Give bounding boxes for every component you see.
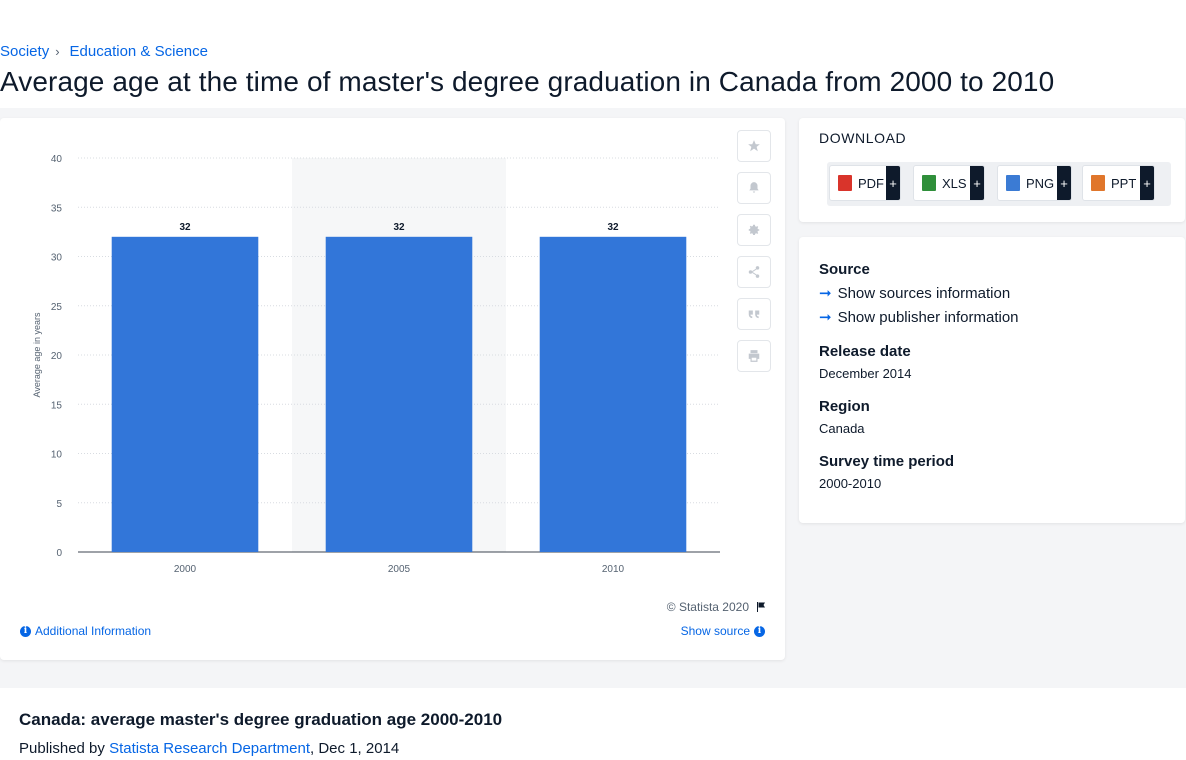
published-by-line: Published by Statista Research Departmen… <box>19 740 399 757</box>
data-label: 32 <box>607 222 619 233</box>
download-ppt-button[interactable]: PPT + <box>1082 165 1155 201</box>
data-label: 32 <box>179 222 191 233</box>
copyright-notice: © Statista 2020 <box>667 600 767 614</box>
bar <box>111 236 259 553</box>
share-button[interactable] <box>737 256 771 288</box>
download-buttons: PDF + XLS + PNG + PPT + <box>827 162 1171 206</box>
quote-icon <box>748 310 760 319</box>
show-publisher-label: Show publisher information <box>837 308 1019 326</box>
release-date-value: December 2014 <box>819 366 912 381</box>
bar <box>325 236 473 553</box>
y-tick-label: 20 <box>51 351 63 362</box>
gear-icon <box>748 224 760 235</box>
show-publisher-link[interactable]: ➞ Show publisher information <box>819 308 1019 327</box>
plus-icon: + <box>886 166 900 200</box>
chart-card: 0 5 10 15 20 25 30 35 40 32 2000 32 2005 32 2010 Averag… <box>0 118 785 660</box>
download-png-button[interactable]: PNG + <box>997 165 1072 201</box>
breadcrumb-education-science[interactable]: Education & Science <box>69 43 208 60</box>
plus-icon: + <box>1057 166 1071 200</box>
favorite-button[interactable] <box>737 130 771 162</box>
publisher-link[interactable]: Statista Research Department <box>109 740 311 757</box>
y-tick-label: 15 <box>51 400 63 411</box>
y-tick-label: 25 <box>51 302 63 313</box>
info-icon: i <box>754 625 765 637</box>
info-icon: i <box>20 625 31 637</box>
download-xls-button[interactable]: XLS + <box>913 165 985 201</box>
flag-icon[interactable] <box>755 601 767 613</box>
bar <box>539 236 687 553</box>
region-value: Canada <box>819 421 865 436</box>
survey-period-value: 2000-2010 <box>819 476 882 491</box>
plus-icon: + <box>970 166 984 200</box>
bell-icon <box>749 182 759 193</box>
y-tick-label: 35 <box>51 203 63 214</box>
breadcrumb: Society › Education & Science <box>0 43 208 60</box>
ppt-file-icon <box>1091 175 1105 191</box>
arrow-right-icon: ➞ <box>819 309 832 326</box>
y-tick-label: 0 <box>56 548 62 559</box>
x-tick-label: 2005 <box>388 564 411 575</box>
header-band <box>0 0 1186 108</box>
plus-icon: + <box>1140 166 1154 200</box>
chevron-right-icon: › <box>55 44 60 59</box>
additional-information-link[interactable]: i Additional Information <box>20 624 151 638</box>
download-xls-label: XLS <box>942 175 967 191</box>
pdf-file-icon <box>838 175 852 191</box>
y-tick-label: 5 <box>56 499 62 510</box>
download-pdf-label: PDF <box>858 175 884 191</box>
share-icon <box>748 266 760 278</box>
png-file-icon <box>1006 175 1020 191</box>
download-png-label: PNG <box>1026 175 1055 191</box>
settings-button[interactable] <box>737 214 771 246</box>
chart-toolbar <box>737 130 771 372</box>
y-tick-label: 40 <box>51 154 63 165</box>
show-sources-link[interactable]: ➞ Show sources information <box>819 284 1011 303</box>
y-tick-label: 10 <box>51 450 63 461</box>
release-date-label: Release date <box>819 343 911 360</box>
print-icon <box>748 350 760 362</box>
survey-period-label: Survey time period <box>819 453 955 470</box>
page-title: Average age at the time of master's degr… <box>0 66 1055 97</box>
y-tick-label: 30 <box>51 253 63 264</box>
x-tick-label: 2000 <box>174 564 197 575</box>
y-axis-label: Average age in years <box>32 312 42 397</box>
print-button[interactable] <box>737 340 771 372</box>
source-label: Source <box>819 261 870 278</box>
published-by-label: Published by <box>19 740 105 757</box>
star-icon <box>748 140 760 152</box>
data-label: 32 <box>393 222 405 233</box>
bar-chart: 0 5 10 15 20 25 30 35 40 32 2000 32 2005 32 2010 Averag… <box>32 154 720 575</box>
cite-button[interactable] <box>737 298 771 330</box>
show-source-link[interactable]: Show source i <box>681 624 765 638</box>
notification-button[interactable] <box>737 172 771 204</box>
statistic-details-card: Source ➞ Show sources information ➞ Show… <box>799 237 1185 523</box>
download-pdf-button[interactable]: PDF + <box>829 165 901 201</box>
download-ppt-label: PPT <box>1111 175 1137 191</box>
show-source-label: Show source <box>680 624 750 638</box>
show-sources-label: Show sources information <box>837 284 1011 302</box>
download-card: DOWNLOAD PDF + XLS + PNG + PPT + <box>799 118 1185 222</box>
x-tick-label: 2010 <box>602 564 625 575</box>
copyright-text: © Statista 2020 <box>666 600 749 614</box>
breadcrumb-society[interactable]: Society <box>0 43 50 60</box>
additional-information-label: Additional Information <box>35 624 152 638</box>
arrow-right-icon: ➞ <box>819 285 832 302</box>
download-title: DOWNLOAD <box>819 130 907 146</box>
publish-date: , Dec 1, 2014 <box>310 740 400 757</box>
statistic-summary-card: Canada: average master's degree graduati… <box>0 688 1186 760</box>
statistic-title: Canada: average master's degree graduati… <box>19 710 503 729</box>
xls-file-icon <box>922 175 936 191</box>
region-label: Region <box>819 398 870 415</box>
